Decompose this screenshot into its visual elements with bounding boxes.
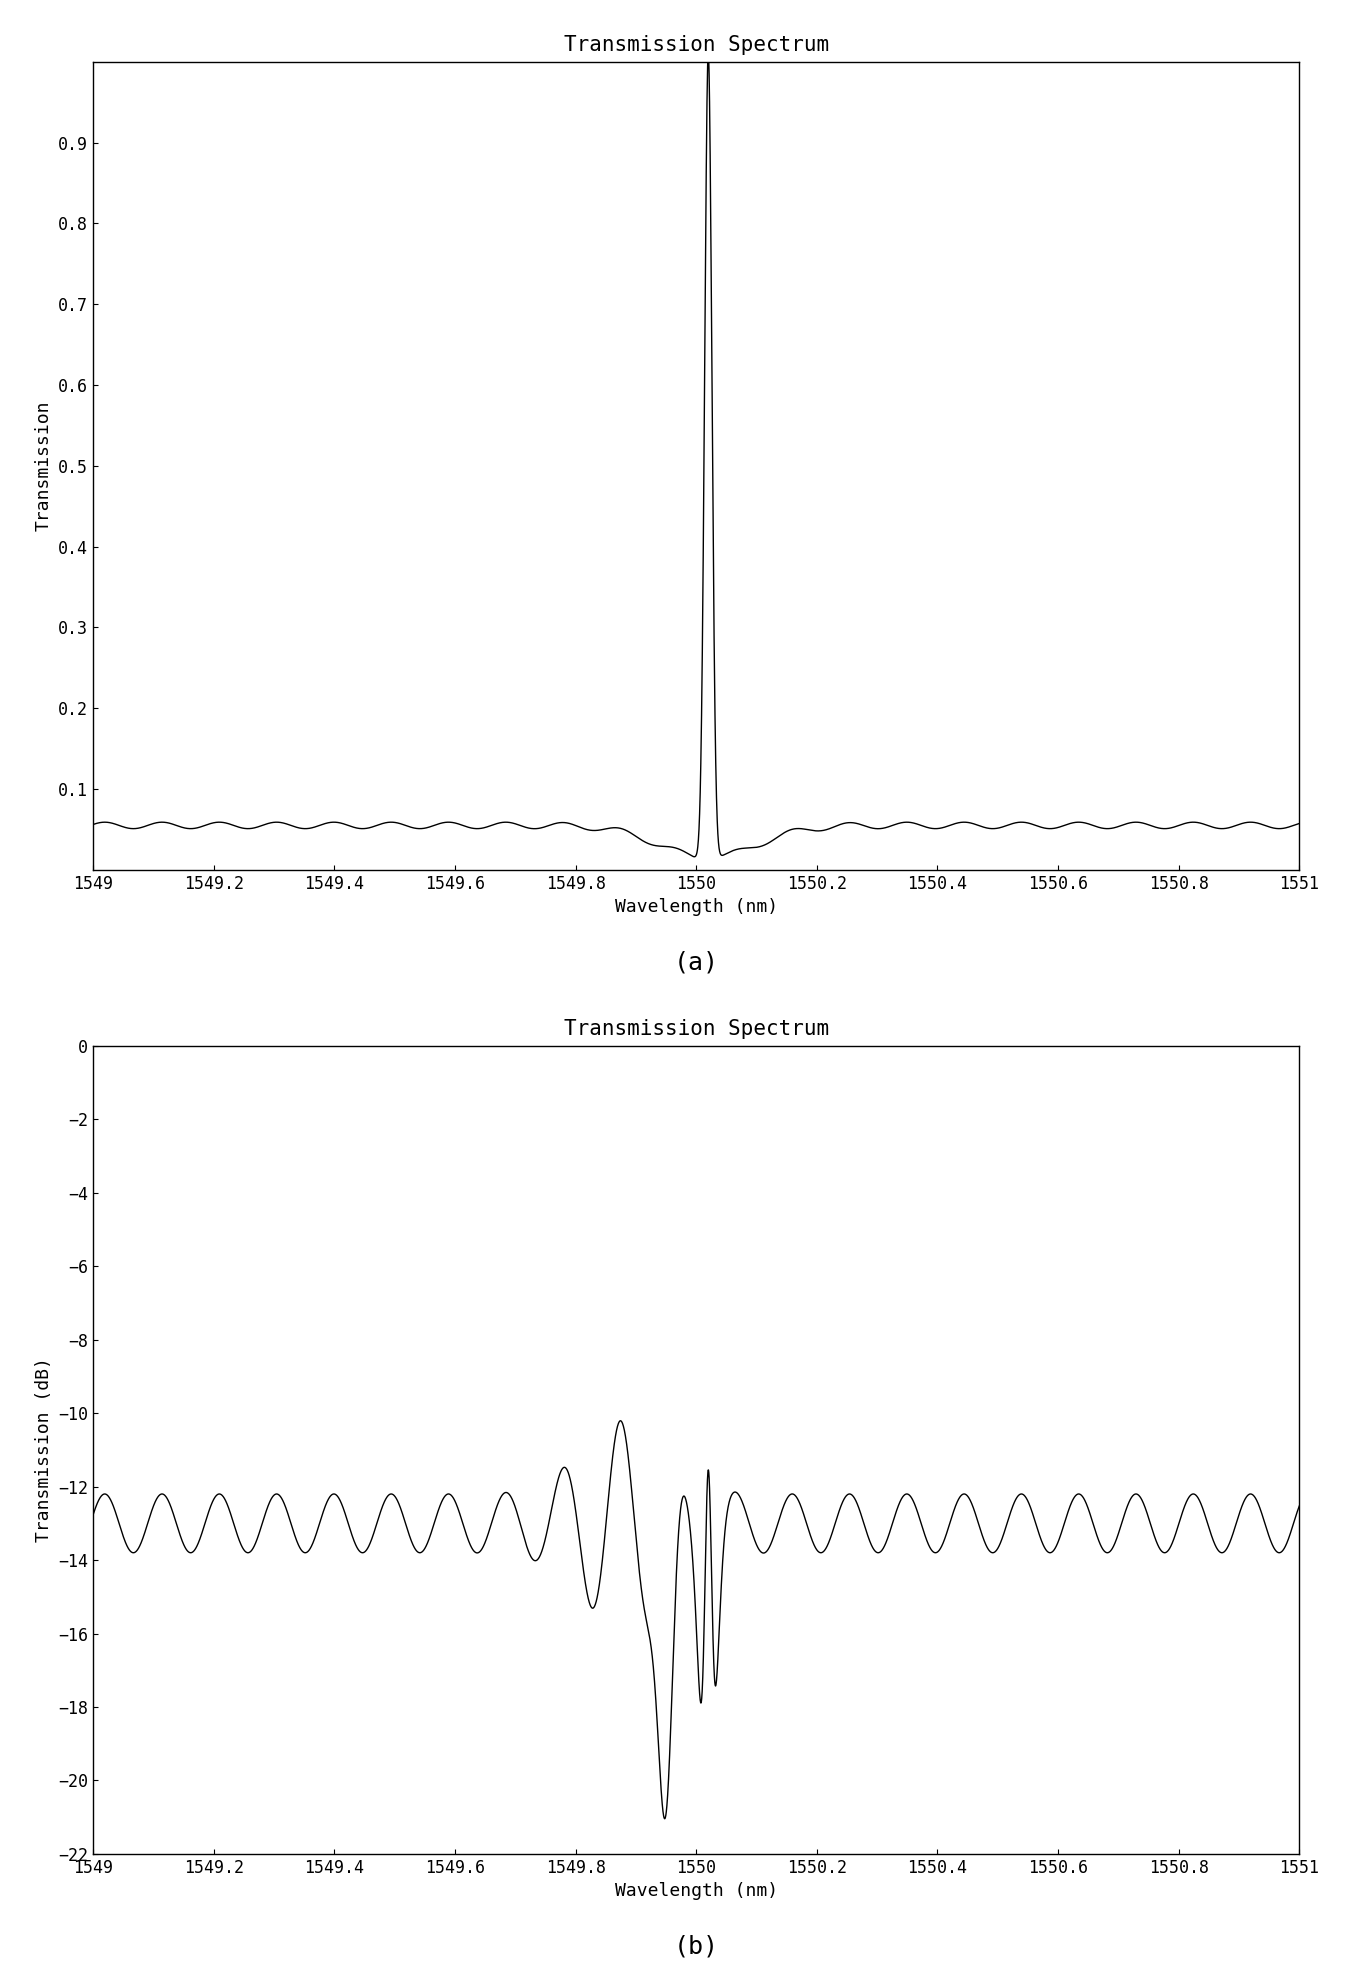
X-axis label: Wavelength (nm): Wavelength (nm) [615, 898, 777, 916]
Text: (b): (b) [674, 1934, 719, 1958]
Y-axis label: Transmission: Transmission [35, 400, 53, 531]
Title: Transmission Spectrum: Transmission Spectrum [563, 1019, 829, 1039]
Text: (a): (a) [674, 951, 719, 975]
Y-axis label: Transmission (dB): Transmission (dB) [35, 1358, 53, 1542]
Title: Transmission Spectrum: Transmission Spectrum [563, 36, 829, 55]
X-axis label: Wavelength (nm): Wavelength (nm) [615, 1883, 777, 1901]
